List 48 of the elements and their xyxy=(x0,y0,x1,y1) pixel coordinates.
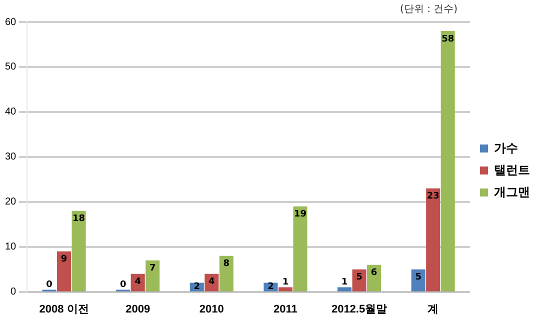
x-tick-label: 2010 xyxy=(199,303,224,316)
y-tick-label: 30 xyxy=(5,152,17,163)
data-label: 19 xyxy=(294,210,306,220)
data-label: 1 xyxy=(282,278,289,288)
data-label: 8 xyxy=(223,259,230,270)
bar xyxy=(57,251,72,292)
text: (단위 : 건수) xyxy=(400,3,458,16)
data-label: 2 xyxy=(268,282,274,292)
x-tick-label: 2012.5월말 xyxy=(331,303,388,316)
data-label: 4 xyxy=(208,277,215,288)
data-label: 58 xyxy=(442,34,454,44)
legend-label: 개그맨 xyxy=(494,184,530,199)
legend-label: 탤런트 xyxy=(494,162,530,177)
bar xyxy=(72,210,86,292)
y-tick-label: 20 xyxy=(5,196,17,208)
x-tick-label: 2009 xyxy=(126,303,150,316)
bar xyxy=(367,264,382,292)
bar xyxy=(440,30,455,292)
data-label: 0 xyxy=(46,280,52,290)
bar xyxy=(352,269,366,292)
x-tick-label: 계 xyxy=(428,303,439,316)
data-label: 1 xyxy=(341,278,348,288)
y-tick-label: 0 xyxy=(10,286,17,298)
data-label: 9 xyxy=(60,254,68,265)
data-label: 5 xyxy=(356,272,362,283)
data-label: 6 xyxy=(370,268,378,278)
bar xyxy=(411,269,426,292)
x-tick-label: 2011 xyxy=(274,303,298,316)
data-label: 2 xyxy=(194,282,200,292)
bar xyxy=(338,287,352,292)
y-tick-label: 10 xyxy=(5,242,17,253)
bar xyxy=(293,206,308,292)
data-label: 5 xyxy=(415,272,422,283)
bar xyxy=(204,274,219,292)
data-label: 4 xyxy=(134,277,141,288)
data-label: 18 xyxy=(72,214,86,224)
data-label: 23 xyxy=(426,192,440,202)
bar xyxy=(146,260,160,292)
data-label: 7 xyxy=(149,264,156,274)
legend-label: 가수 xyxy=(494,140,518,155)
data-label: 0 xyxy=(120,280,126,290)
x-tick-label: 2008 이전 xyxy=(39,303,89,316)
bar xyxy=(219,256,234,292)
y-tick-label: 60 xyxy=(5,16,17,28)
bar xyxy=(278,287,292,292)
y-tick-label: 50 xyxy=(5,62,17,73)
y-tick-label: 40 xyxy=(5,106,17,118)
bar xyxy=(426,188,440,292)
